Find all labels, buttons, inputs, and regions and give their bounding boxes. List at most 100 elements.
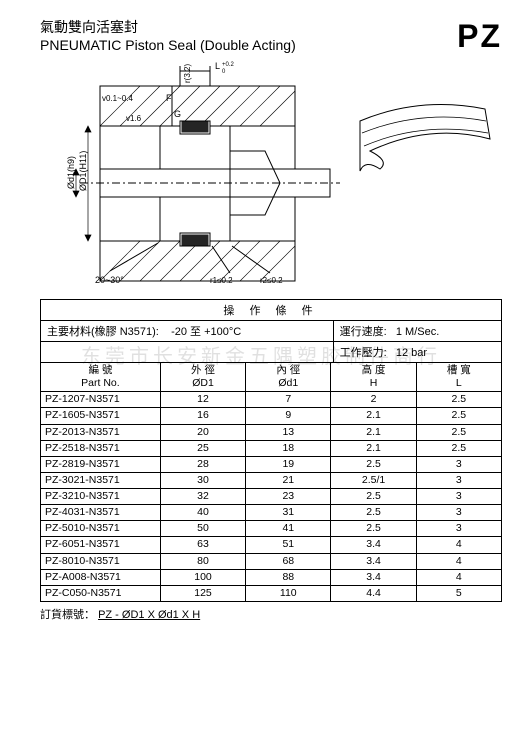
- col-id-sym: Ød1: [278, 377, 298, 389]
- cell-pn: PZ-5010-N3571: [41, 521, 161, 537]
- speed-label: 運行速度:: [340, 326, 387, 338]
- label-L-tol: L+0.20: [215, 61, 235, 75]
- cell-pn: PZ-A008-N3571: [41, 569, 161, 585]
- speed-value: 1 M/Sec.: [396, 326, 439, 338]
- table-row: PZ-8010-N357180683.44: [41, 553, 502, 569]
- cell-od: 100: [160, 569, 245, 585]
- spec-table: 編 號Part No. 外 徑ØD1 內 徑Ød1 高 度H 槽 寬L PZ-1…: [40, 362, 502, 602]
- svg-text:F: F: [166, 93, 172, 103]
- cell-h: 2.5: [331, 505, 416, 521]
- pressure-label: 工作壓力:: [340, 347, 387, 359]
- cell-l: 5: [416, 585, 501, 601]
- cell-od: 28: [160, 456, 245, 472]
- col-h-cn: 高 度: [362, 364, 386, 376]
- cell-od: 30: [160, 472, 245, 488]
- cell-pn: PZ-4031-N3571: [41, 505, 161, 521]
- cell-h: 3.4: [331, 569, 416, 585]
- cell-id: 68: [246, 553, 331, 569]
- order-format: PZ - ØD1 X Ød1 X H: [98, 609, 200, 621]
- cell-id: 18: [246, 440, 331, 456]
- title-cn: 氣動雙向活塞封: [40, 18, 296, 36]
- table-row: PZ-2518-N357125182.12.5: [41, 440, 502, 456]
- svg-text:Ød1(h9): Ød1(h9): [66, 156, 76, 189]
- cell-l: 3: [416, 472, 501, 488]
- cell-l: 2.5: [416, 440, 501, 456]
- cell-id: 9: [246, 408, 331, 424]
- table-row: PZ-3210-N357132232.53: [41, 489, 502, 505]
- cell-h: 2.5: [331, 521, 416, 537]
- operating-conditions-header: 操 作 條 件: [40, 299, 502, 320]
- table-row: PZ-2819-N357128192.53: [41, 456, 502, 472]
- pressure-value: 12 bar: [396, 347, 427, 359]
- cell-od: 16: [160, 408, 245, 424]
- svg-text:G: G: [174, 109, 181, 119]
- product-code: PZ: [457, 18, 502, 55]
- table-row: PZ-2013-N357120132.12.5: [41, 424, 502, 440]
- table-row: PZ-5010-N357150412.53: [41, 521, 502, 537]
- cell-l: 2.5: [416, 424, 501, 440]
- cell-h: 2.5: [331, 456, 416, 472]
- cell-h: 3.4: [331, 553, 416, 569]
- cell-l: 3: [416, 456, 501, 472]
- cell-od: 50: [160, 521, 245, 537]
- technical-drawing: L+0.20 r(3.2) F G v0.1~0.4 v1.6 ØD1(H11)…: [40, 61, 500, 291]
- cell-h: 2.1: [331, 440, 416, 456]
- col-id-cn: 內 徑: [276, 364, 300, 376]
- cell-id: 7: [246, 392, 331, 408]
- cell-h: 2.1: [331, 408, 416, 424]
- cell-pn: PZ-6051-N3571: [41, 537, 161, 553]
- cell-od: 125: [160, 585, 245, 601]
- operating-conditions-table: 主要材料(橡膠 N3571): -20 至 +100°C 運行速度: 1 M/S…: [40, 320, 502, 363]
- table-row: PZ-A008-N3571100883.44: [41, 569, 502, 585]
- cell-pn: PZ-2819-N3571: [41, 456, 161, 472]
- cell-h: 4.4: [331, 585, 416, 601]
- cell-pn: PZ-1207-N3571: [41, 392, 161, 408]
- cell-l: 2.5: [416, 408, 501, 424]
- cell-l: 3: [416, 521, 501, 537]
- cell-l: 4: [416, 537, 501, 553]
- table-row: PZ-6051-N357163513.44: [41, 537, 502, 553]
- cell-h: 2.5: [331, 489, 416, 505]
- cell-l: 3: [416, 505, 501, 521]
- cell-od: 32: [160, 489, 245, 505]
- table-row: PZ-1605-N35711692.12.5: [41, 408, 502, 424]
- svg-text:20~30°: 20~30°: [95, 275, 124, 285]
- table-row: PZ-1207-N357112722.5: [41, 392, 502, 408]
- col-pn-en: Part No.: [81, 377, 120, 389]
- col-pn-cn: 編 號: [88, 364, 112, 376]
- cell-od: 20: [160, 424, 245, 440]
- cell-pn: PZ-1605-N3571: [41, 408, 161, 424]
- cell-id: 23: [246, 489, 331, 505]
- cell-od: 40: [160, 505, 245, 521]
- order-label: 訂貨標號：: [40, 609, 95, 621]
- cell-l: 4: [416, 569, 501, 585]
- col-l-cn: 槽 寬: [447, 364, 471, 376]
- material-label: 主要材料(橡膠 N3571):: [47, 326, 159, 338]
- cell-id: 41: [246, 521, 331, 537]
- cell-id: 21: [246, 472, 331, 488]
- cell-id: 88: [246, 569, 331, 585]
- cell-h: 2: [331, 392, 416, 408]
- cell-od: 63: [160, 537, 245, 553]
- table-row: PZ-4031-N357140312.53: [41, 505, 502, 521]
- cell-id: 19: [246, 456, 331, 472]
- svg-text:v1.6: v1.6: [126, 114, 142, 123]
- svg-text:r2≤0.2: r2≤0.2: [260, 276, 283, 285]
- cell-od: 80: [160, 553, 245, 569]
- cell-h: 2.5/1: [331, 472, 416, 488]
- cell-pn: PZ-3210-N3571: [41, 489, 161, 505]
- svg-text:ØD1(H11): ØD1(H11): [78, 151, 88, 191]
- cell-l: 2.5: [416, 392, 501, 408]
- cell-id: 13: [246, 424, 331, 440]
- col-l-sym: L: [456, 377, 462, 389]
- table-row: PZ-3021-N357130212.5/13: [41, 472, 502, 488]
- cell-pn: PZ-3021-N3571: [41, 472, 161, 488]
- material-value: -20 至 +100°C: [171, 326, 241, 338]
- svg-text:r(3.2): r(3.2): [183, 64, 192, 83]
- cell-id: 110: [246, 585, 331, 601]
- cell-l: 4: [416, 553, 501, 569]
- table-row: PZ-C050-N35711251104.45: [41, 585, 502, 601]
- cell-id: 31: [246, 505, 331, 521]
- cell-id: 51: [246, 537, 331, 553]
- cell-pn: PZ-2013-N3571: [41, 424, 161, 440]
